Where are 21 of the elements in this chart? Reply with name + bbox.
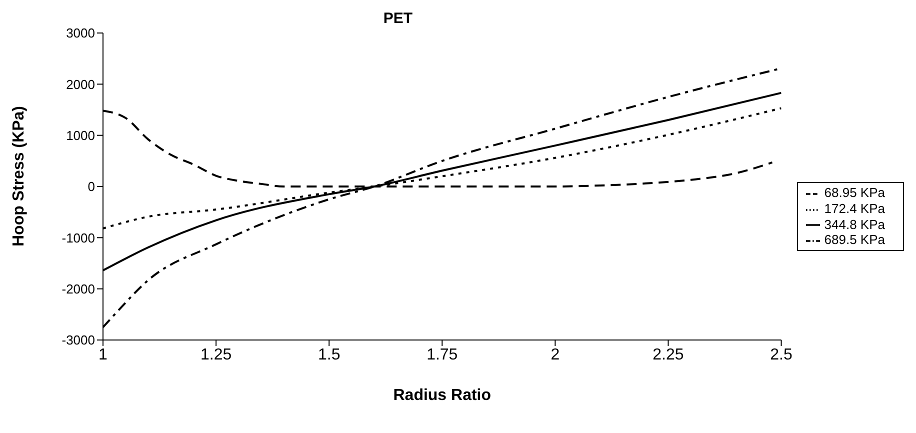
x-tick-label: 1.5 [318,346,340,364]
x-tick-label: 2.5 [770,346,792,364]
y-tick-label: -2000 [62,281,95,296]
x-tick-label: 1.75 [426,346,458,364]
x-tick-label: 2 [550,346,560,364]
x-axis-title: Radius Ratio [393,387,492,404]
y-tick-label: -3000 [62,332,95,348]
chart-title: PET [382,10,414,27]
x-tick-label: 2.25 [652,346,684,364]
y-tick-label: 3000 [66,26,95,41]
x-tick-label: 1.25 [200,346,232,364]
legend-label: 172.4 KPa [824,200,885,216]
legend-label: 344.8 KPa [824,216,885,232]
y-tick-label: 0 [88,179,95,194]
y-axis-title: Hoop Stress (KPa) [10,106,28,246]
y-tick-label: -1000 [62,230,95,246]
y-tick-label: 2000 [66,76,95,92]
x-tick-label: 1 [98,346,108,364]
legend-label: 689.5 KPa [824,232,885,248]
y-tick-label: 1000 [66,128,95,143]
legend-label: 68.95 KPa [824,185,885,200]
